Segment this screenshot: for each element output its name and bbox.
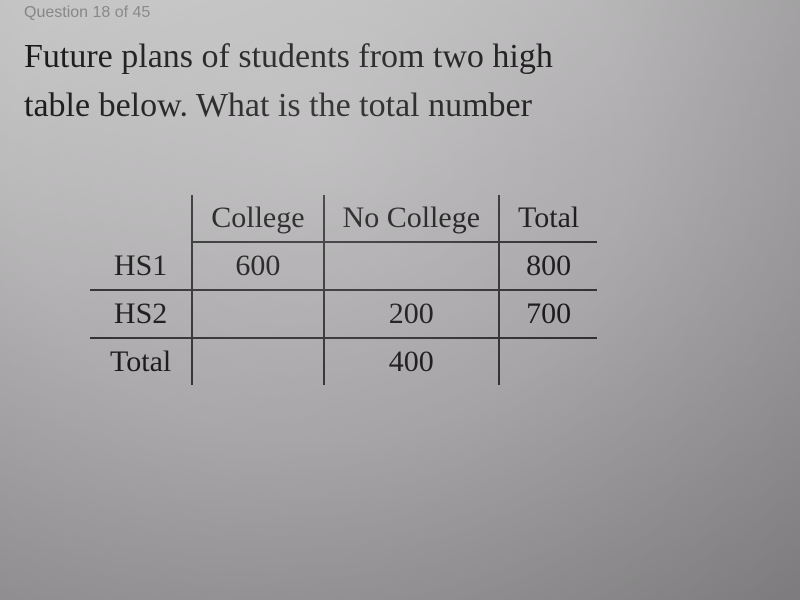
table-header-row: College No College Total — [90, 195, 597, 242]
data-table: College No College Total HS1 600 800 HS2… — [90, 195, 597, 385]
question-line-1: Future plans of students from two high — [24, 38, 553, 75]
cell-hs1-college: 600 — [192, 242, 323, 290]
cell-total-nocollege: 400 — [324, 338, 499, 385]
row-label-hs1: HS1 — [90, 242, 192, 290]
table-row: HS2 200 700 — [90, 290, 597, 338]
header-no-college: No College — [324, 195, 499, 242]
header-blank — [90, 195, 192, 242]
row-label-hs2: HS2 — [90, 290, 192, 338]
row-label-total: Total — [90, 338, 192, 385]
header-college: College — [192, 195, 323, 242]
cell-hs2-total: 700 — [499, 290, 597, 338]
header-total: Total — [499, 195, 597, 242]
cell-total-total — [499, 338, 597, 385]
question-line-2: table below. What is the total number — [24, 87, 532, 124]
cell-hs1-total: 800 — [499, 242, 597, 290]
table-row: Total 400 — [90, 338, 597, 385]
cell-hs2-nocollege: 200 — [324, 290, 499, 338]
data-table-container: College No College Total HS1 600 800 HS2… — [90, 195, 597, 385]
table-row: HS1 600 800 — [90, 242, 597, 290]
cell-total-college — [192, 338, 323, 385]
cell-hs2-college — [192, 290, 323, 338]
cell-hs1-nocollege — [324, 242, 499, 290]
page-indicator: Question 18 of 45 — [24, 4, 150, 22]
question-text: Future plans of students from two high t… — [24, 32, 553, 131]
